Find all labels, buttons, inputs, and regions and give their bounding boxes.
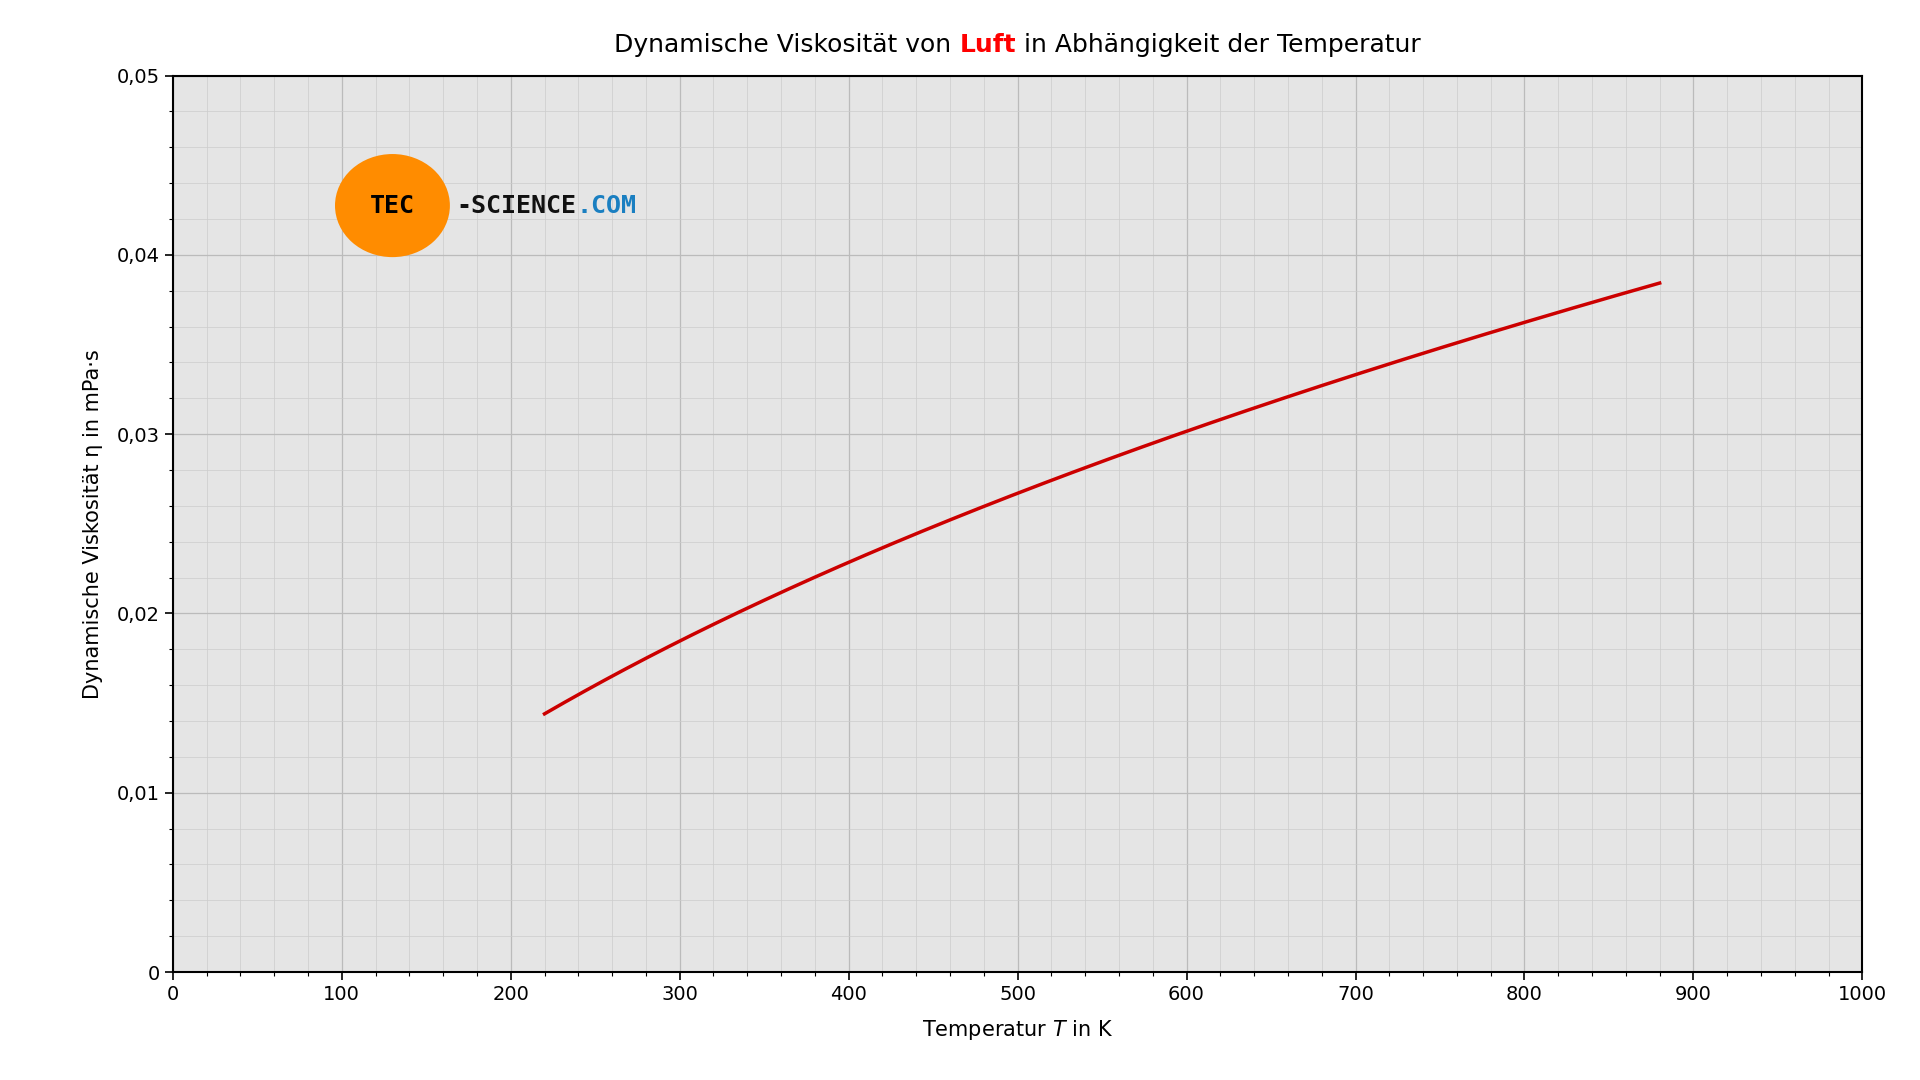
Ellipse shape xyxy=(334,154,449,257)
Text: Luft: Luft xyxy=(960,33,1016,57)
Y-axis label: Dynamische Viskosität η in mPa·s: Dynamische Viskosität η in mPa·s xyxy=(83,349,102,699)
Text: Dynamische Viskosität von: Dynamische Viskosität von xyxy=(614,33,960,57)
Text: -SCIENCE: -SCIENCE xyxy=(457,193,576,217)
Text: TEC: TEC xyxy=(371,193,415,217)
Text: in Abhängigkeit der Temperatur: in Abhängigkeit der Temperatur xyxy=(1016,33,1421,57)
Text: .COM: .COM xyxy=(576,193,637,217)
X-axis label: Temperatur $\mathit{T}$ in K: Temperatur $\mathit{T}$ in K xyxy=(922,1018,1114,1042)
